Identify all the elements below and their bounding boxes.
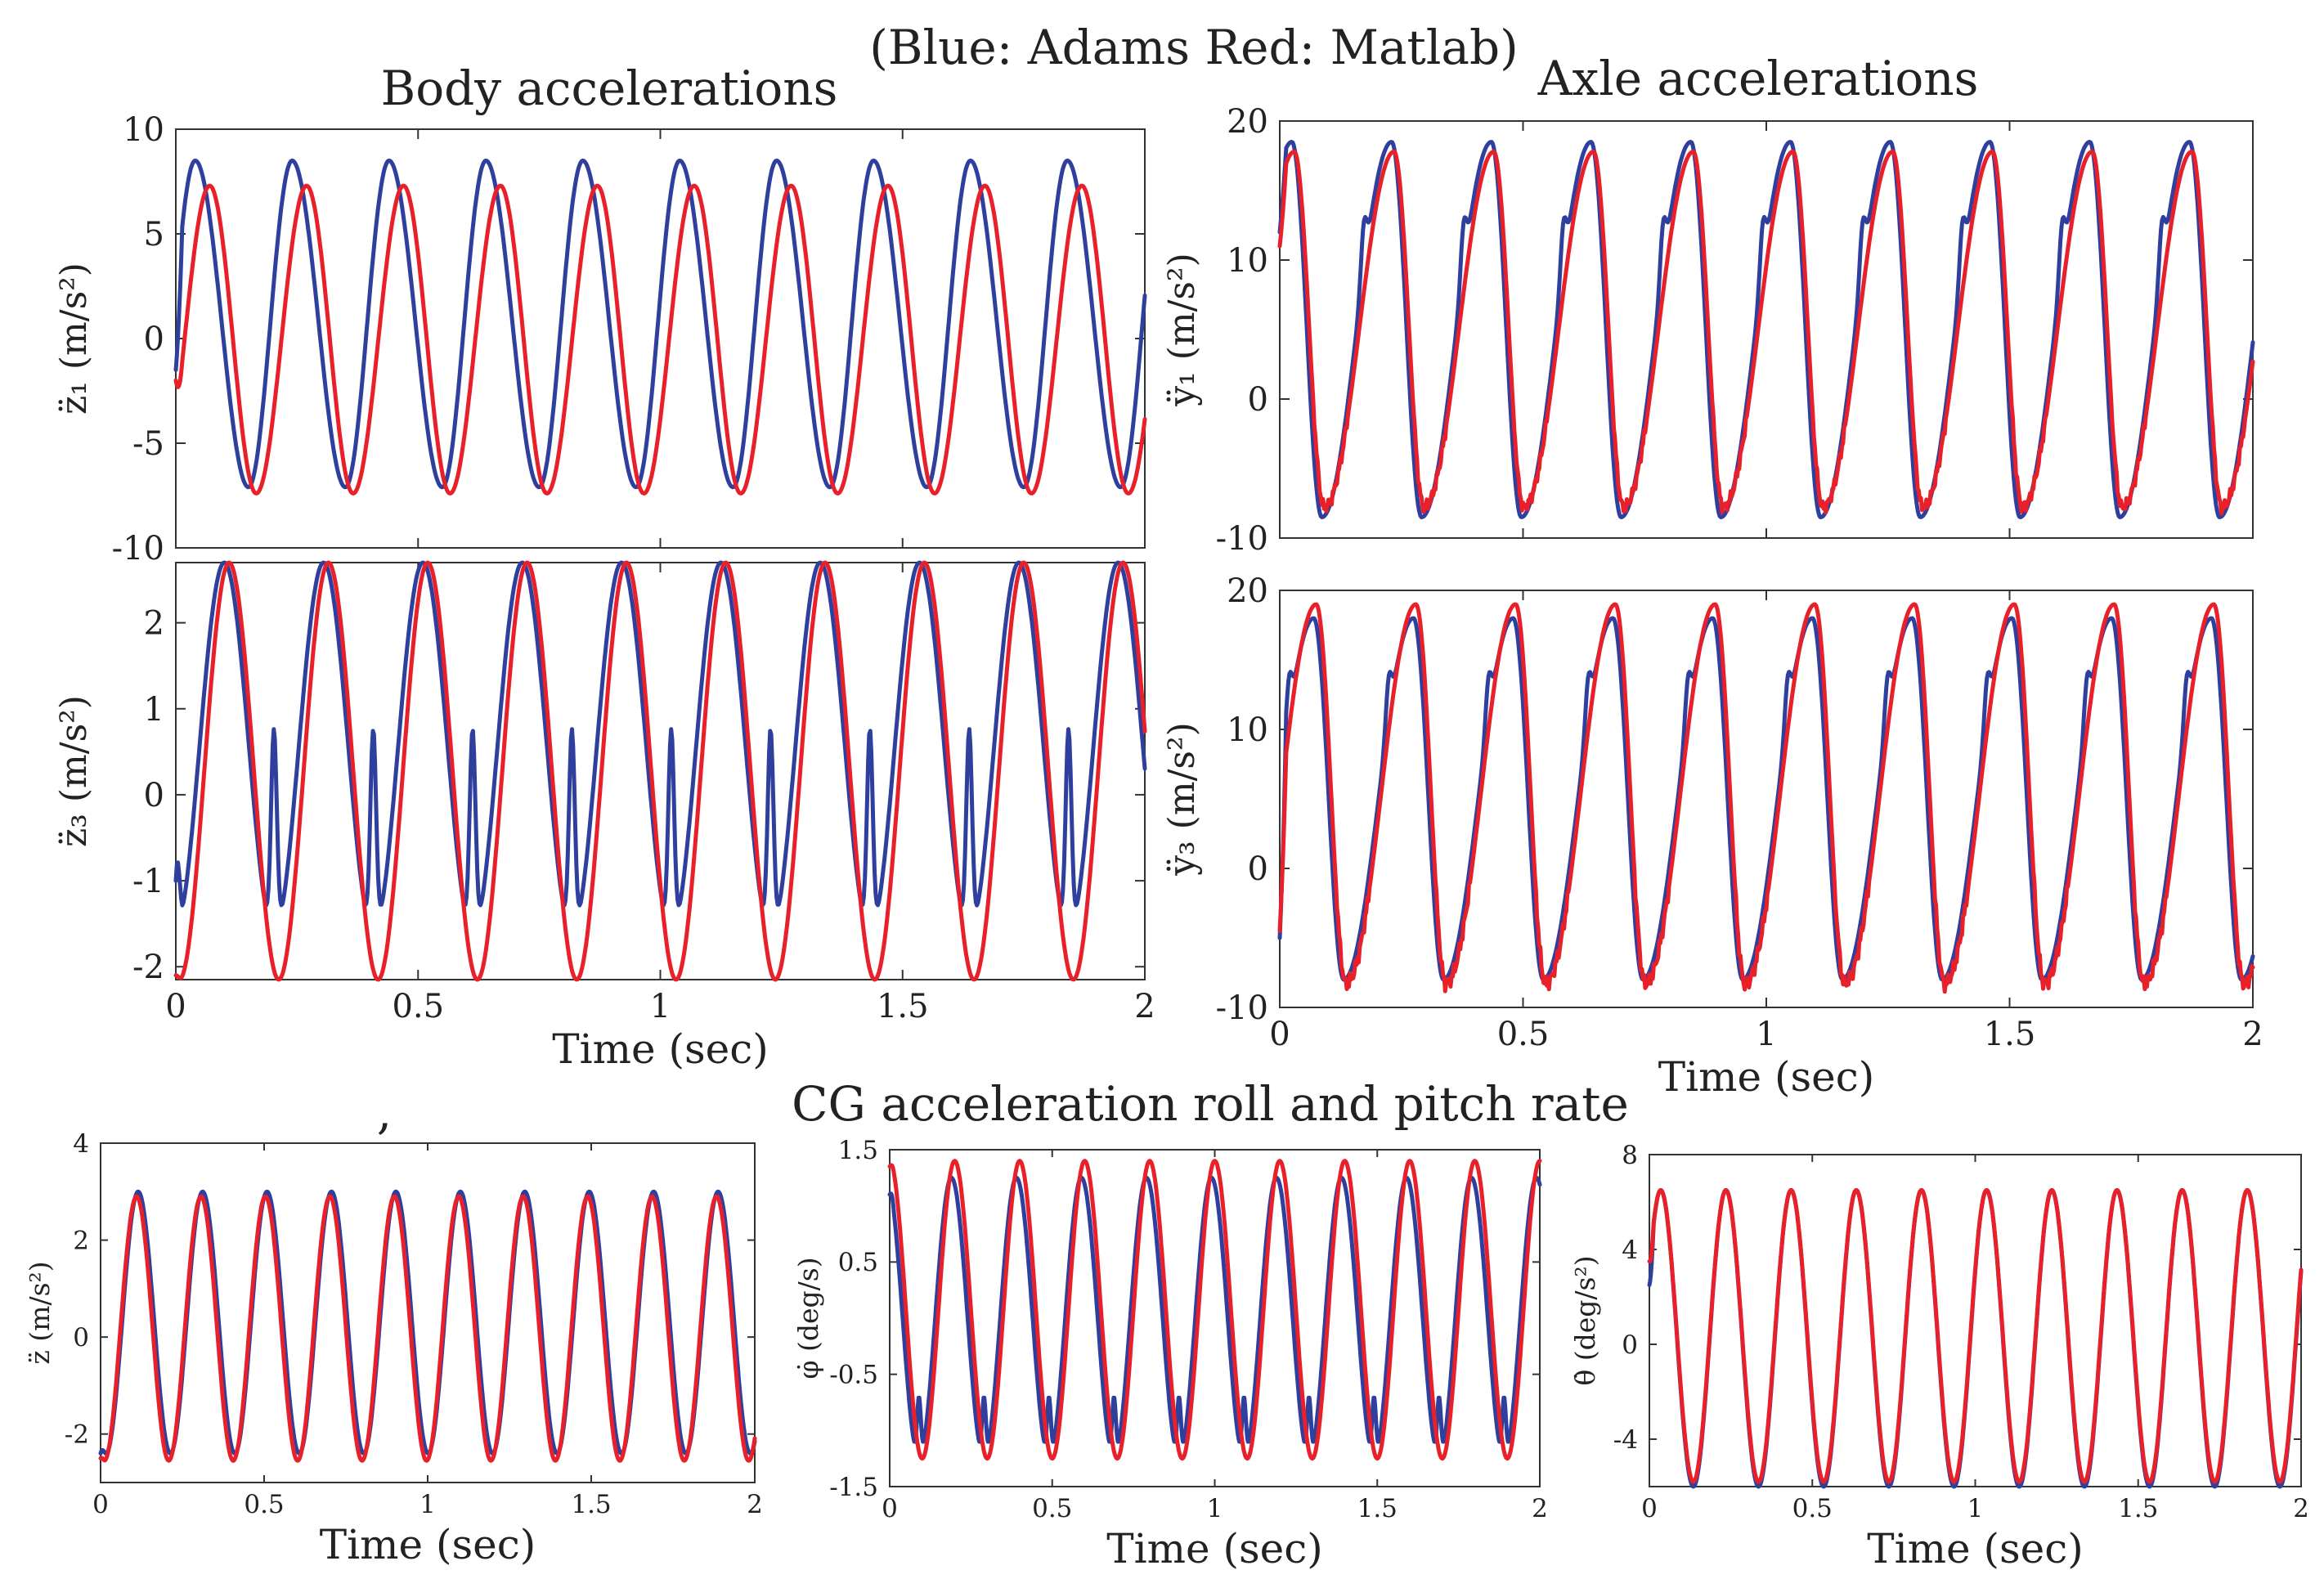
body_z3-xtick-label: 1.5 [877,988,929,1025]
body_z3-ytick-label: 2 [144,605,164,643]
cg_theta-ytick-label: 4 [1622,1236,1638,1265]
cg_theta-ytick-label: -4 [1613,1425,1638,1455]
cg_phi-xtick-label: 1.5 [1357,1494,1398,1523]
body_z1-series-adams [173,158,1147,490]
body_z3-ylabel: z̈₃ (m/s²) [53,695,95,847]
axle_y1-ytick-label: 0 [1248,381,1268,419]
body-accelerations-title: Body accelerations [381,61,838,116]
cg_theta-series-matlab [1647,1188,2304,1484]
cg_z-ytick-label: 0 [73,1323,89,1352]
cg_phi-xtick-label: 1 [1207,1494,1223,1523]
cg_phi-ytick-label: 0.5 [838,1248,878,1277]
plot-body-z1: -10 -5 0 5 10 z̈₁ (m/s²) [53,111,1147,567]
cg_theta-xlabel: Time (sec) [1867,1525,2084,1572]
cg_phi-xlabel: Time (sec) [1106,1525,1323,1572]
cg_theta-xtick-label: 2 [2293,1494,2309,1523]
plot-body-z3: 0 0.5 1 1.5 2 -2 -1 0 1 2 Time (sec) z̈₃ (m/s²) [53,560,1155,1073]
body_z1-ytick-label: 5 [144,216,164,253]
body_z3-ytick-label: 1 [144,691,164,729]
axle_y3-xtick-label: 0.5 [1497,1016,1550,1053]
cg-acceleration-title: CG acceleration roll and pitch rate [792,1076,1629,1132]
axle_y1-ytick-label: 10 [1227,242,1268,280]
cg_z-xtick-label: 0.5 [244,1490,284,1519]
cg_theta-xtick-label: 1 [1967,1494,1984,1523]
cg_z-series-matlab [98,1194,757,1463]
plot-cg-theta: 0 0.5 1 1.5 2 -4 0 4 8 Time (sec) θ̇ (deg/s²) [1569,1141,2309,1572]
axle_y1-axes-frame [1279,120,2254,539]
body_z3-xtick-label: 0.5 [392,988,444,1025]
body_z1-ytick-label: 0 [144,321,164,358]
body_z1-ylabel: z̈₁ (m/s²) [53,262,95,415]
body_z1-series-matlab [173,183,1147,496]
body_z3-series-matlab [173,560,1147,982]
cg_theta-ytick-label: 8 [1622,1141,1638,1170]
cg_z-ylabel: z̈ (m/s²) [24,1261,56,1364]
body_z1-ytick-label: -5 [132,425,164,463]
cg_theta-xtick-label: 0.5 [1792,1494,1833,1523]
body_z3-xtick-label: 1 [650,988,671,1025]
body_z1-ytick-label: -10 [112,530,164,567]
body_z3-xlabel: Time (sec) [552,1025,769,1073]
plot-axle-y1: -10 0 10 20 ÿ₁ (m/s²) [1161,103,2255,558]
axle_y1-ylabel: ÿ₁ (m/s²) [1161,253,1203,407]
cg_theta-axes-frame [1649,1154,2302,1487]
cg_z-ytick-label: 4 [73,1129,89,1159]
axle_y1-ytick-label: -10 [1216,520,1268,558]
stray-comma: , [377,1084,392,1140]
axle_y3-ytick-label: 0 [1248,850,1268,888]
axle_y3-xlabel: Time (sec) [1658,1053,1875,1101]
axle_y1-series-matlab [1277,149,2255,516]
cg_theta-ytick-label: 0 [1622,1330,1638,1360]
body_z3-xtick-label: 0 [165,988,186,1025]
cg_phi-xtick-label: 2 [1532,1494,1548,1523]
axle_y3-ytick-label: 20 [1227,572,1268,610]
axle-accelerations-title: Axle accelerations [1537,51,1979,106]
axle_y3-xtick-label: 1.5 [1984,1016,2036,1053]
cg_phi-xtick-label: 0 [882,1494,898,1523]
axle_y1-ytick-label: 20 [1227,103,1268,141]
cg_z-xtick-label: 0 [92,1490,109,1519]
cg_z-xlabel: Time (sec) [320,1521,536,1568]
cg_phi-ytick-label: -0.5 [829,1361,878,1390]
axle_y3-series-matlab [1277,602,2255,994]
axle_y3-series-adams [1277,616,2255,982]
cg_z-xtick-label: 1 [419,1490,436,1519]
axle_y3-ytick-label: 10 [1227,711,1268,749]
plot-cg-z: 0 0.5 1 1.5 2 -2 0 2 4 Time (sec) z̈ (m/s²) [24,1129,763,1568]
legend-note: (Blue: Adams Red: Matlab) [869,20,1519,75]
body_z3-ytick-label: 0 [144,777,164,814]
body_z3-xtick-label: 2 [1134,988,1155,1025]
cg_phi-ytick-label: -1.5 [829,1473,878,1502]
plot-cg-phi: 0 0.5 1 1.5 2 -1.5 -0.5 0.5 1.5 Time (sec) φ̇ (deg… [792,1136,1548,1572]
body_z3-ytick-label: -1 [132,863,164,900]
cg_theta-xtick-label: 1.5 [2118,1494,2158,1523]
cg_theta-xtick-label: 0 [1641,1494,1658,1523]
cg_phi-series-adams [887,1175,1542,1444]
cg_theta-ylabel: θ̇ (deg/s²) [1569,1255,1601,1385]
cg_phi-ylabel: φ̇ (deg/s) [792,1257,824,1379]
body_z3-ytick-label: -2 [132,949,164,986]
cg_z-ytick-label: -2 [65,1420,89,1450]
axle_y3-axes-frame [1279,590,2254,1008]
axle_y3-xtick-label: 0 [1269,1016,1290,1053]
cg_z-xtick-label: 2 [747,1490,763,1519]
cg_phi-xtick-label: 0.5 [1032,1494,1072,1523]
cg_phi-series-matlab [887,1159,1542,1461]
cg_z-ytick-label: 2 [73,1226,89,1255]
axle_y3-xtick-label: 1 [1756,1016,1776,1053]
axle_y3-xtick-label: 2 [2242,1016,2263,1053]
axle_y3-ytick-label: -10 [1216,989,1268,1027]
axle_y3-ylabel: ÿ₃ (m/s²) [1161,722,1203,877]
cg_phi-ytick-label: 1.5 [838,1136,878,1165]
body_z1-ytick-label: 10 [123,111,164,149]
cg_z-xtick-label: 1.5 [571,1490,611,1519]
